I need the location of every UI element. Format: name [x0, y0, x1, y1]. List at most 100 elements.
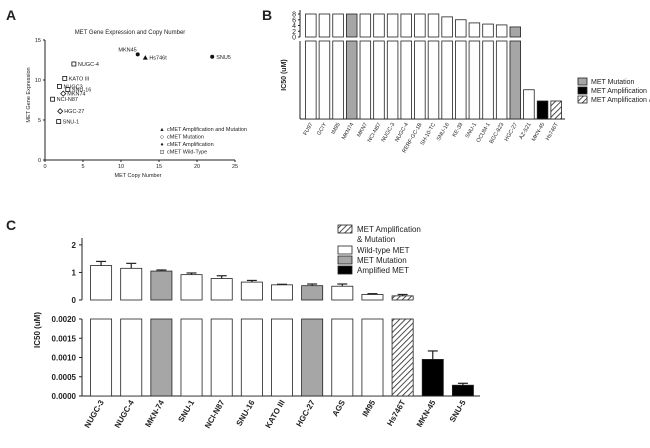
panel-c-xtick-label: IM95 — [361, 398, 378, 418]
panel-b-legend-swatch — [577, 77, 588, 86]
panel-b-xtick-label: MKN7 — [356, 122, 369, 138]
panel-b-bar-upper — [468, 22, 481, 38]
panel-c-bar-upper — [240, 281, 263, 301]
panel-a-point-label: KATO III — [69, 76, 90, 82]
panel-b-bar-upper — [386, 13, 399, 38]
panel-a-point — [65, 87, 71, 92]
panel-c-xtick-label: MKN-45 — [415, 398, 438, 429]
panel-c-ytick-label: 0.0010 — [52, 354, 77, 363]
panel-c-ytick-label: 1 — [72, 268, 77, 277]
panel-a-point-label: SNU5 — [216, 55, 231, 61]
panel-a-point-label: HGC-27 — [64, 109, 84, 115]
panel-b-xtick-label: IM95 — [330, 122, 341, 136]
panel-c-bar-upper — [180, 274, 203, 301]
panel-c-bar — [210, 318, 233, 397]
panel-c-bar-upper — [271, 284, 293, 301]
panel-c-bar-upper — [150, 270, 173, 301]
panel-b-bar-upper — [400, 13, 412, 38]
panel-a-point — [135, 52, 140, 57]
panel-a-legend-label: cMET Amplification — [167, 142, 214, 148]
panel-a-point-label: MKN74 — [67, 92, 85, 98]
panel-c-xtick-label: KATO III — [264, 399, 287, 430]
panel-b-bar — [345, 40, 358, 120]
panel-a-legend-label: cMET Wild-Type — [167, 150, 207, 156]
panel-b-bar-upper — [509, 26, 522, 38]
panel-c-legend-label: Wild-type MET — [357, 246, 410, 255]
panel-c-bar-upper — [90, 265, 113, 301]
panel-a-point — [56, 119, 62, 124]
panel-c-xtick-label: NUGC-3 — [83, 398, 106, 430]
panel-c-xtick-label: NUGC-4 — [113, 398, 136, 430]
panel-b-xtick-label: MKN-45 — [531, 122, 546, 142]
panel-b-xtick-label: Hs746T — [545, 121, 560, 141]
panel-b-xtick-label: HGC-27 — [504, 122, 519, 142]
panel-b-ytick-label: 8 — [292, 12, 296, 19]
panel-a-ytick-label: 0 — [38, 158, 41, 164]
panel-c-bar — [90, 318, 113, 397]
panel-b-legend-label: MET Amplification — [591, 88, 647, 95]
panel-b-xtick-label: SNU-16 — [436, 122, 451, 142]
panel-b-bar — [400, 40, 412, 120]
panel-a-point-label: SNU-16 — [72, 88, 92, 94]
panel-b-letter: B — [262, 7, 272, 23]
panel-b-bar — [359, 40, 372, 120]
panel-b-xtick-label: AZ-521 — [518, 122, 532, 141]
panel-c-bar-upper — [120, 267, 143, 301]
panel-b-ytick-label: 4 — [292, 23, 296, 30]
panel-b-bar-upper — [482, 23, 494, 38]
panel-c-legend-label: Amplified MET — [357, 266, 409, 275]
panel-c-xtick-label: MKN-74 — [143, 398, 166, 429]
panel-c-ytick-label: 0.0020 — [52, 315, 77, 324]
panel-a-ytick-label: 10 — [35, 78, 41, 84]
panel-a-ticks: 0 5 10 15 20 25 0 5 10 15 — [35, 38, 238, 170]
panel-a-point — [142, 55, 148, 60]
panel-c-bar-upper — [210, 278, 233, 301]
panel-c: C IC50 (uM) 0120.00000.00050.00100.00150… — [6, 217, 480, 430]
panel-a-xtick-label: 15 — [156, 164, 162, 170]
panel-a-legend-symbol: ◇ — [160, 135, 165, 141]
panel-c-bar-upper — [361, 294, 384, 301]
panel-c-xlabels: NUGC-3 NUGC-4 MKN-74 SNU-1 NCI-N87 SNU-16 KATO… — [83, 398, 468, 430]
panel-c-bar-upper — [331, 285, 354, 301]
panel-c-legend-swatch — [337, 245, 353, 255]
panel-b-legend-swatch — [577, 95, 588, 104]
panel-b-xtick-label: SNU-1 — [465, 122, 478, 139]
panel-c-bar — [180, 318, 203, 397]
panel-b-bar-upper — [318, 13, 331, 38]
panel-a: A MET Gene Expression and Copy Number ME… — [6, 7, 247, 179]
panel-c-ytick-label: 0.0015 — [52, 334, 77, 343]
panel-b-ytick-label: 0 — [292, 35, 296, 42]
panel-c-ticks: 0 1 2 0.0000 0.0005 0.0010 0.0015 0.0020 — [52, 241, 82, 401]
panel-c-xtick-label: Hs746T — [385, 398, 407, 427]
panel-c-legend-label: MET Mutation — [357, 256, 407, 265]
panel-b-bar — [455, 40, 467, 120]
panel-a-point — [210, 54, 215, 59]
panel-a-point-label: NCI-N87 — [57, 97, 78, 103]
panel-b-bar — [373, 40, 385, 120]
panel-c-ylabel: IC50 (uM) — [33, 312, 42, 348]
panel-c-bar — [301, 318, 324, 397]
panel-a-xtick-label: 10 — [118, 164, 124, 170]
panel-b-bar-upper — [427, 13, 440, 38]
panel-a-legend-symbol: ⊡ — [160, 150, 165, 156]
panel-b-bar — [441, 40, 453, 120]
panel-b-bar — [482, 40, 494, 120]
panel-a-point — [71, 61, 77, 67]
panel-b-bar — [386, 40, 399, 120]
panel-b-bars — [305, 13, 562, 120]
panel-c-bar — [240, 318, 263, 397]
panel-b-bar — [509, 40, 522, 120]
panel-c-letter: C — [6, 217, 16, 233]
panel-b-bar — [550, 100, 562, 120]
panel-c-ytick-label: 0.0000 — [52, 392, 77, 401]
panel-a-point — [57, 108, 64, 115]
panel-c-bar — [361, 318, 384, 397]
panel-c-legend-label: MET Amplification — [357, 225, 421, 234]
panel-c-ytick-label: 2 — [72, 241, 77, 250]
panel-c-bar — [451, 384, 474, 397]
panel-c-bar-upper — [391, 295, 414, 301]
panel-b-bar-upper — [305, 13, 317, 38]
panel-a-letter: A — [6, 7, 16, 23]
